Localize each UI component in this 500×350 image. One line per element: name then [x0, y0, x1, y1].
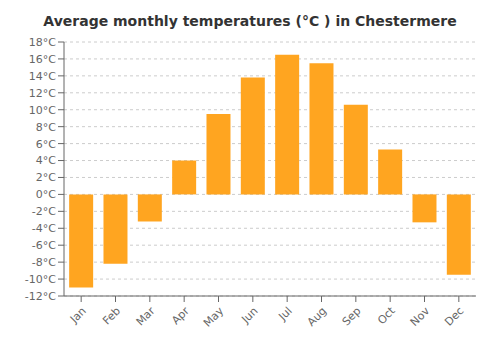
html-text:Average monthly temperatures (: Average monthly temperatures (°C ) in Ch… [43, 13, 457, 29]
svg-text:-10°C: -10°C [25, 273, 56, 286]
svg-text:4°C: 4°C [36, 154, 56, 167]
svg-text:Jun: Jun [238, 304, 260, 326]
svg-text:Mar: Mar [134, 304, 158, 328]
svg-text:-2°C: -2°C [32, 205, 56, 218]
svg-text:Feb: Feb [100, 304, 123, 327]
svg-text:-8°C: -8°C [32, 256, 56, 269]
svg-text:14°C: 14°C [29, 70, 56, 83]
svg-text:-12°C: -12°C [25, 290, 56, 303]
svg-text:Nov: Nov [408, 304, 433, 329]
svg-text:Dec: Dec [442, 304, 466, 328]
svg-text:10°C: 10°C [29, 104, 56, 117]
svg-text:Jul: Jul [276, 304, 295, 323]
svg-text:16°C: 16°C [29, 53, 56, 66]
svg-text:12°C: 12°C [29, 87, 56, 100]
svg-text:0°C: 0°C [36, 188, 56, 201]
svg-text:Jan: Jan [67, 304, 89, 326]
svg-text:6°C: 6°C [36, 138, 56, 151]
svg-text:8°C: 8°C [36, 121, 56, 134]
svg-text:Aug: Aug [305, 304, 329, 328]
svg-text:Sep: Sep [340, 304, 364, 328]
svg-text:Apr: Apr [169, 304, 192, 327]
svg-text:May: May [201, 304, 227, 330]
svg-text:-6°C: -6°C [32, 239, 56, 252]
svg-text:-4°C: -4°C [32, 222, 56, 235]
svg-text:Oct: Oct [375, 304, 398, 327]
svg-text:2°C: 2°C [36, 171, 56, 184]
svg-text:18°C: 18°C [29, 36, 56, 49]
